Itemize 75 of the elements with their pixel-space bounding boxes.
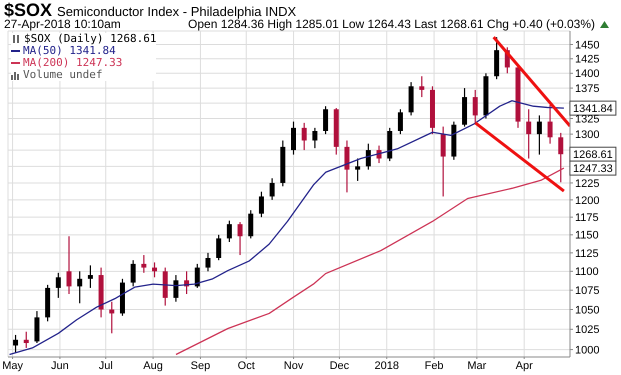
candlestick (312, 127, 318, 149)
candlestick (558, 132, 564, 183)
candlestick (526, 108, 532, 160)
y-tick-label: 1300 (575, 129, 600, 142)
x-tick-label: Jun (51, 360, 69, 372)
text: 27-Apr-2018 10:10am (4, 17, 121, 31)
y-tick-label: 1200 (575, 194, 600, 207)
annotation: 1341.84 (573, 103, 613, 116)
candlestick (88, 264, 93, 289)
candlestick (109, 301, 114, 334)
candlestick (66, 236, 72, 295)
candlestick (194, 263, 200, 289)
candlestick (216, 234, 222, 261)
line-series (175, 167, 565, 356)
candlestick (13, 334, 18, 354)
y-tick-label: 1175 (575, 212, 599, 224)
annotation: 1247.33 (573, 163, 613, 176)
y-tick-label: 1225 (575, 178, 600, 190)
candlestick (77, 270, 82, 304)
candlestick (173, 274, 178, 302)
candlestick (205, 252, 210, 272)
y-tick-label: 1325 (575, 113, 600, 126)
y-tick-label: 1100 (575, 266, 599, 278)
candlestick (548, 104, 553, 144)
candlestick (226, 220, 232, 243)
candlestick (270, 178, 275, 200)
y-tick-label: 1450 (575, 39, 600, 52)
line-series (8, 100, 565, 356)
candlestick (24, 331, 29, 349)
text: Open 1284.36 High 1285.01 Low 1264.43 Last 1268.61 Chg +0.40 (+0.03%) (188, 17, 595, 31)
candlestick (248, 210, 254, 239)
y-tick-label: 1025 (575, 324, 600, 336)
chart-subtitle: Semiconductor Index - Philadelphia INDX (57, 4, 296, 19)
x-tick-label: Apr (516, 360, 534, 372)
x-tick-label: Jul (98, 360, 113, 372)
x-tick-label: Nov (284, 360, 304, 372)
x-tick-label: Sep (190, 360, 210, 372)
x-tick-label: Feb (424, 360, 444, 372)
candlestick (141, 254, 146, 274)
candlestick (344, 140, 350, 193)
x-tick-label: May (2, 360, 24, 372)
y-tick-label: 1425 (575, 54, 600, 66)
x-tick-label: 2018 (374, 360, 399, 372)
x-tick-label: Aug (143, 360, 163, 372)
candlestick (323, 106, 328, 135)
candlestick (258, 191, 264, 218)
y-tick-label: 1375 (575, 82, 600, 95)
candlestick (398, 108, 403, 135)
y-tick-label: 1400 (575, 68, 600, 80)
candlestick (302, 122, 307, 151)
x-tick-label: Dec (330, 360, 350, 372)
x-tick-label: Oct (238, 360, 255, 372)
legend-label: MA(50) 1341.84 (23, 44, 116, 57)
y-tick-label: 1050 (575, 304, 600, 316)
candlestick (152, 262, 158, 278)
chart-title: $SOX (4, 0, 52, 20)
annotation: Volume undef (23, 68, 102, 81)
x-tick-label: Mar (467, 360, 487, 372)
candlestick (291, 121, 296, 156)
y-tick-label: 1125 (575, 248, 599, 260)
candlestick (472, 89, 478, 124)
candlestick (238, 221, 243, 256)
legend-label: $SOX (Daily) 1268.61 (24, 32, 156, 45)
y-tick-label: 1075 (575, 285, 600, 298)
y-tick-label: 1000 (575, 344, 600, 356)
candlestick (355, 158, 360, 182)
y-tick-label: 1150 (575, 230, 599, 242)
candlestick (56, 272, 61, 298)
candlestick (366, 143, 371, 170)
candlestick (419, 76, 424, 98)
candlestick (536, 114, 542, 156)
candlestick (440, 126, 446, 198)
annotation: 1268.61 (573, 149, 613, 162)
candlestick (130, 260, 136, 287)
legend-label: MA(200) 1247.33 (23, 56, 122, 69)
